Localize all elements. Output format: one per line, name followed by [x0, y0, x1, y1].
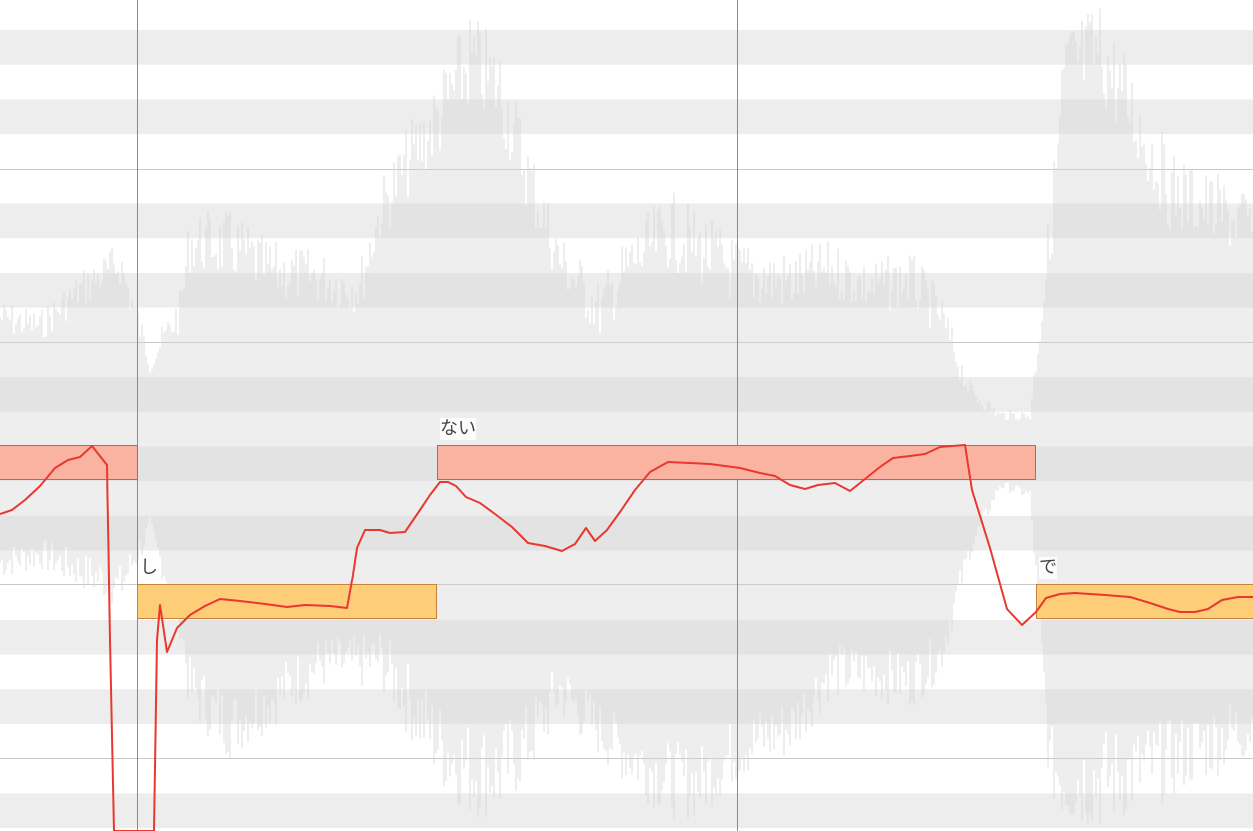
note-block[interactable]: [0, 445, 138, 480]
lyric-label: で: [1039, 557, 1057, 579]
pitch-row-shade: [0, 30, 1253, 65]
lyric-label: ない: [440, 418, 476, 440]
note-block[interactable]: [137, 584, 437, 619]
lyric-label: し: [140, 557, 158, 579]
pitch-row-shade: [0, 793, 1253, 829]
note-block[interactable]: [437, 445, 1036, 480]
note-block[interactable]: [1036, 584, 1253, 619]
pitch-row-shade: [0, 99, 1253, 135]
pitch-row-shade: [0, 203, 1253, 239]
